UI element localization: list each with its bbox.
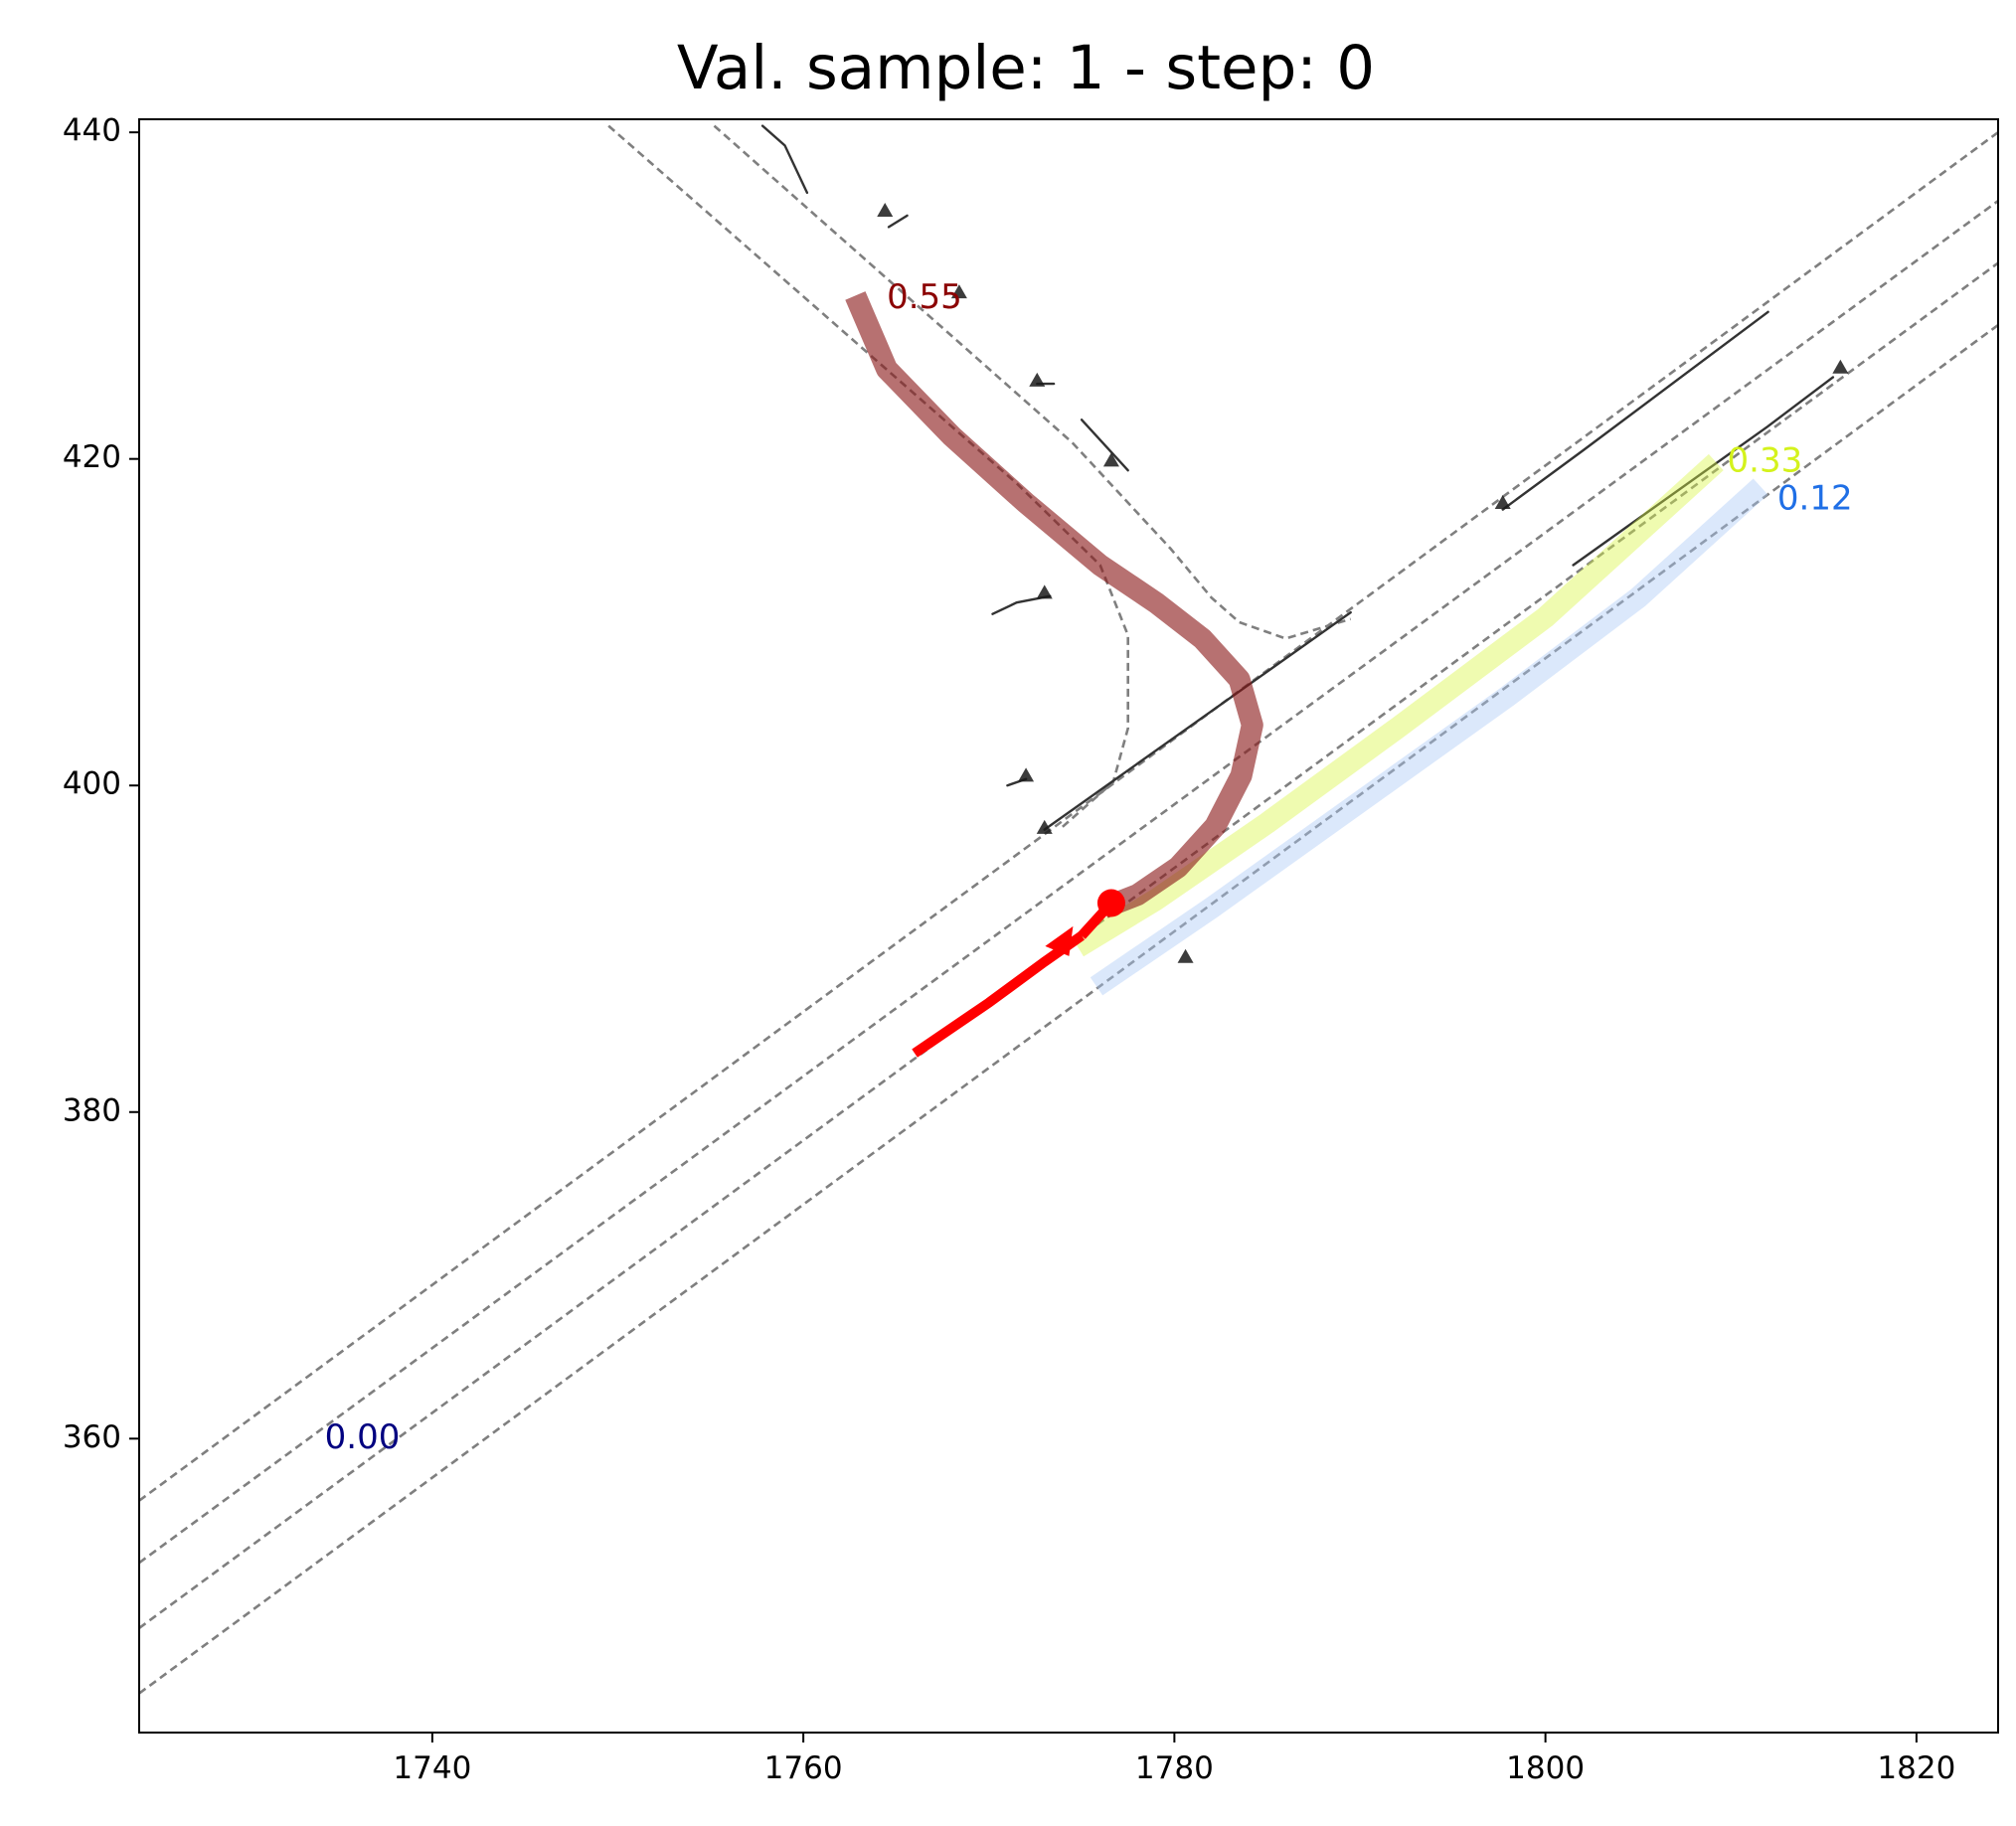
marker-3 (1102, 452, 1119, 467)
road-edge-6 (1043, 610, 1352, 831)
plot-frame (138, 118, 1999, 1734)
prob-label-1: 0.33 (1728, 440, 1803, 480)
road-edge-4 (991, 594, 1052, 615)
marker-9 (1832, 359, 1849, 374)
lane-line-1 (139, 200, 1998, 1565)
y-tick-label: 440 (63, 113, 121, 149)
prob-label-0: 0.55 (887, 277, 962, 317)
plot-area: 0.55 0.330.12 0.00 (138, 118, 1999, 1734)
trajectory-0.33 (1072, 453, 1724, 957)
chart-title: Val. sample: 1 - step: 0 (677, 33, 1375, 103)
history-track (912, 931, 1085, 1058)
marker-1 (950, 284, 967, 299)
y-tick-label: 360 (63, 1419, 121, 1455)
current-position (1096, 889, 1125, 917)
lane-line-0 (139, 131, 1998, 1502)
road-edge-8 (1572, 376, 1835, 567)
road-edge-0 (760, 124, 809, 195)
y-tick-label: 400 (63, 766, 121, 802)
marker-6 (1036, 819, 1053, 834)
marker-5 (1018, 767, 1035, 782)
y-tick-label: 380 (63, 1092, 121, 1128)
marker-0 (877, 202, 894, 217)
heading-marker (1045, 925, 1074, 956)
y-axis: 360 380 400 420 440 (63, 113, 139, 1455)
x-axis: 1740 1760 1780 1800 1820 (393, 1733, 1955, 1786)
lane-line-3 (139, 323, 1998, 1695)
x-tick-label: 1780 (1135, 1750, 1214, 1786)
marker-8 (1494, 495, 1511, 510)
x-tick-label: 1800 (1506, 1750, 1585, 1786)
prob-label-2: 0.12 (1777, 478, 1853, 518)
marker-7 (1177, 948, 1194, 963)
x-tick-label: 1740 (393, 1750, 471, 1786)
trajectory-0.55 (845, 291, 1263, 918)
y-tick-label: 420 (63, 439, 121, 475)
road-edge-1 (887, 214, 909, 229)
marker-2 (1029, 372, 1046, 387)
x-tick-label: 1820 (1877, 1750, 1955, 1786)
x-tick-label: 1760 (764, 1750, 843, 1786)
prob-label-3: 0.00 (325, 1417, 401, 1457)
lane-line-5 (713, 124, 1352, 640)
trajectory-0.12 (1090, 478, 1768, 996)
road-edge-3 (1080, 418, 1129, 472)
lane-line-4 (607, 124, 1129, 831)
marker-4 (1036, 584, 1053, 599)
road-edge-7 (1501, 310, 1769, 511)
